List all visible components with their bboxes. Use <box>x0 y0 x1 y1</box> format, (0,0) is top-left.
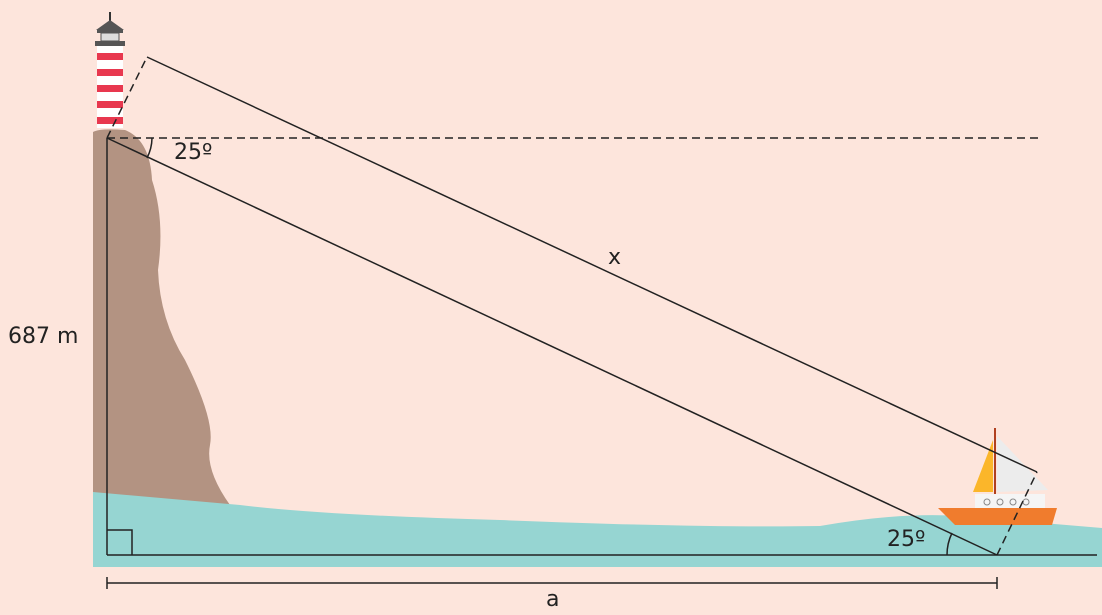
cliff <box>93 129 230 506</box>
base-label: a <box>546 587 559 612</box>
angle-arc <box>146 137 153 159</box>
right-angle <box>107 529 133 555</box>
boat <box>938 428 1057 525</box>
dashed-side <box>106 56 148 139</box>
height-label: 687 m <box>8 324 78 349</box>
hypotenuse-label: x <box>608 245 621 270</box>
water <box>93 492 1102 567</box>
angle-arc <box>946 532 953 556</box>
dashed-side <box>996 471 1038 556</box>
parallel-line <box>146 56 1038 473</box>
angle-label: 25º <box>887 527 925 552</box>
angle-label: 25º <box>174 140 212 165</box>
sight-line <box>106 137 998 556</box>
